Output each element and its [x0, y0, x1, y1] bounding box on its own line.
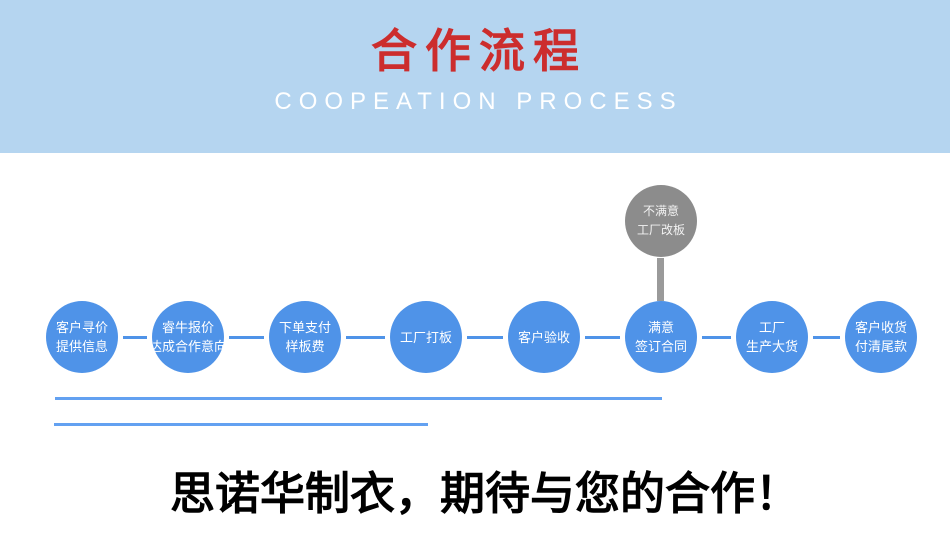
flow-node: 满意 签订合同 [625, 301, 697, 373]
node-label-line: 下单支付 [278, 320, 331, 335]
node-label-line: 达成合作意向 [149, 339, 228, 354]
node-label-line: 生产大货 [745, 339, 798, 354]
flow-connector [123, 335, 147, 339]
flow-connector [702, 335, 731, 339]
node-label-line: 提供信息 [55, 339, 108, 354]
flow-node: 工厂打板 [390, 301, 462, 373]
flow-node: 客户验收 [508, 301, 580, 373]
flow-connector [585, 335, 620, 339]
node-label-line: 付清尾款 [854, 339, 907, 354]
node-label-line: 客户寻价 [55, 320, 108, 335]
node-label-line: 不满意 [642, 204, 679, 218]
node-label-line: 工厂改板 [636, 223, 685, 237]
decorative-line-1 [55, 397, 662, 400]
flow-node: 客户收货 付清尾款 [845, 301, 917, 373]
flow-branch-node: 不满意 工厂改板 [625, 185, 697, 257]
flow-node: 客户寻价 提供信息 [46, 301, 118, 373]
node-label-line: 样板费 [285, 339, 325, 354]
page-subtitle: COOPEATION PROCESS [274, 88, 683, 115]
node-label-line: 工厂打板 [399, 329, 452, 345]
decorative-line-2 [54, 423, 428, 426]
branch-connector [657, 258, 664, 301]
node-label-line: 客户验收 [517, 329, 570, 345]
page-title: 合作流程 [371, 25, 587, 77]
flow-connector [813, 335, 840, 339]
flow-node: 睿牛报价达成合作意向 [149, 301, 228, 373]
node-label-line: 客户收货 [854, 320, 907, 335]
flow-node: 工厂 生产大货 [736, 301, 808, 373]
node-label-line: 工厂 [758, 320, 785, 335]
node-label-line: 满意 [647, 320, 674, 335]
header-banner: 合作流程 COOPEATION PROCESS [0, 0, 950, 153]
flow-node: 下单支付 样板费 [269, 301, 341, 373]
flow-connector [346, 335, 385, 339]
flow-connector [467, 335, 503, 339]
flow-connector [229, 335, 264, 339]
node-label-line: 睿牛报价 [161, 320, 214, 335]
footer-tagline: 思诺华制衣，期待与您的合作！ [169, 467, 800, 520]
node-label-line: 签订合同 [634, 339, 687, 354]
